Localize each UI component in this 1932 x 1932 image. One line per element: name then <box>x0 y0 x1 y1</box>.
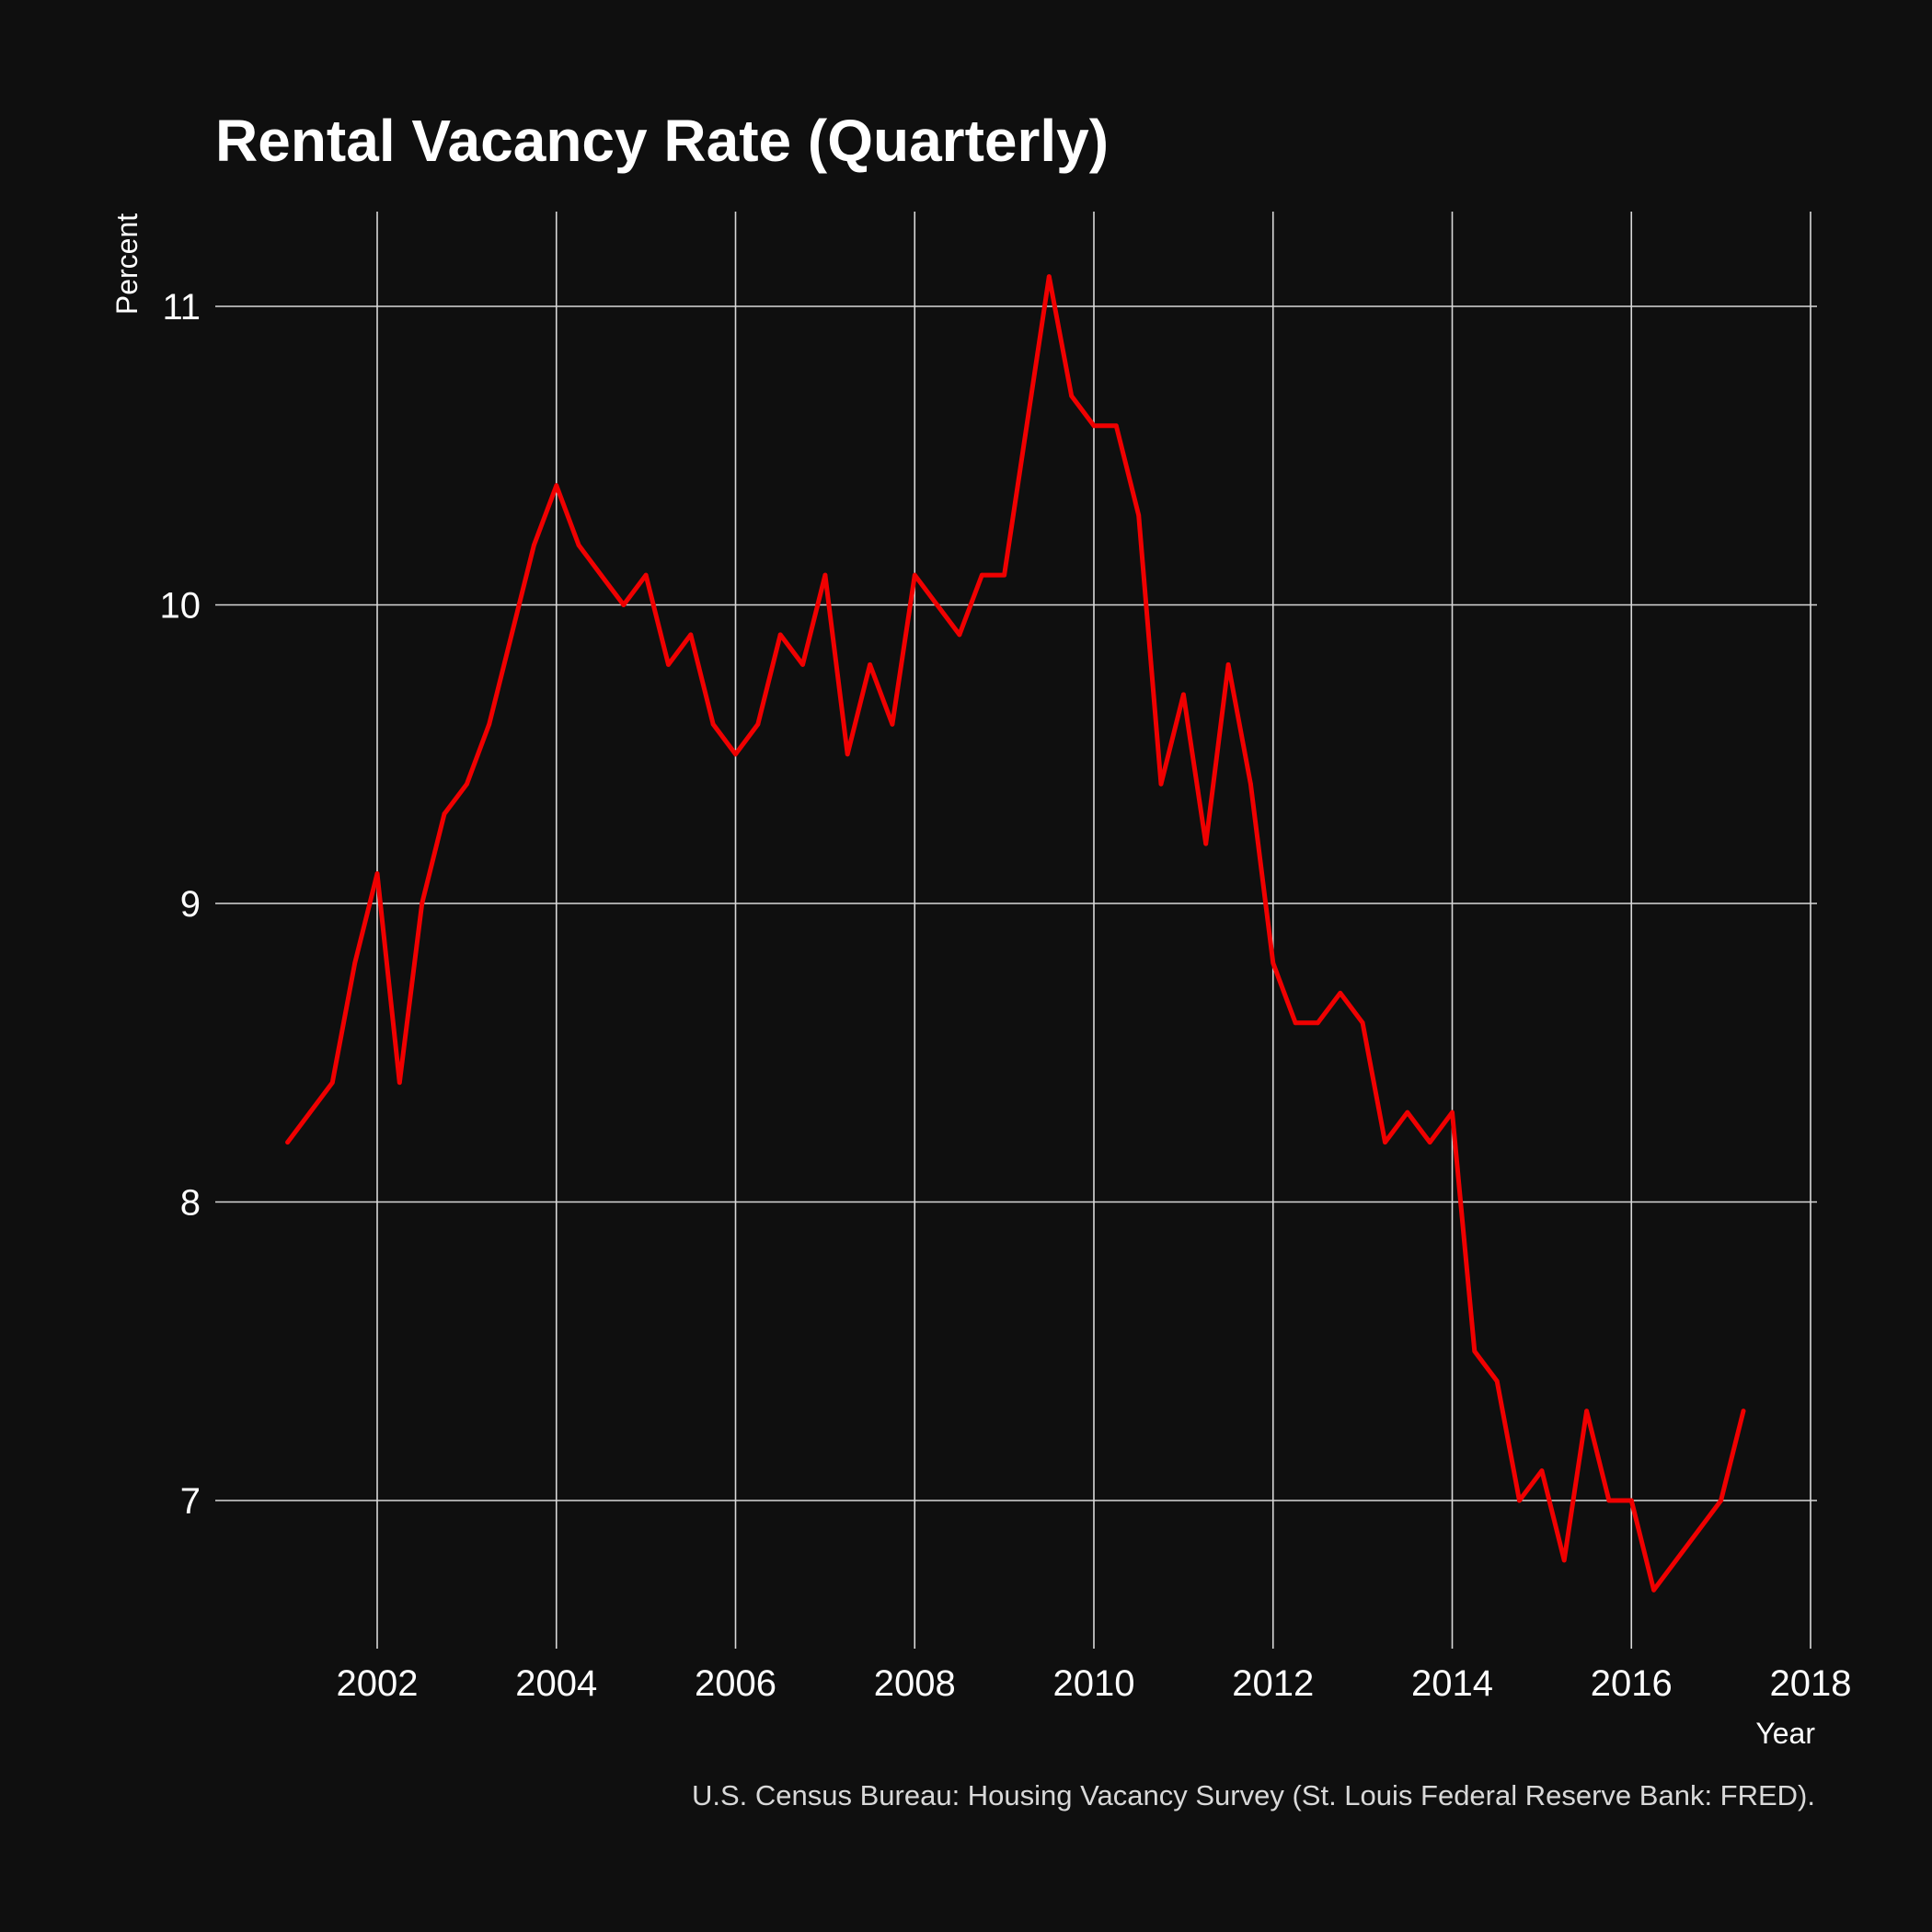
data-point <box>1293 1020 1298 1026</box>
y-tick-label-10: 10 <box>160 586 201 627</box>
data-point <box>532 543 536 547</box>
data-point <box>777 632 783 638</box>
data-point <box>599 572 604 578</box>
data-point <box>1383 1140 1387 1144</box>
data-point <box>1427 1140 1432 1144</box>
y-tick-label-11: 11 <box>162 287 201 328</box>
data-point <box>643 572 649 578</box>
data-point <box>442 811 447 816</box>
x-tick-label-2004: 2004 <box>515 1663 597 1704</box>
data-point <box>822 572 828 578</box>
series-line-0 <box>285 274 1746 1593</box>
data-point <box>1517 1498 1522 1503</box>
data-point <box>465 781 469 787</box>
data-point <box>1584 1409 1589 1414</box>
data-point <box>912 572 917 578</box>
data-point <box>733 752 738 757</box>
data-point <box>1673 1558 1679 1563</box>
data-point <box>890 721 895 727</box>
x-tick-label-2002: 2002 <box>337 1663 419 1704</box>
data-point <box>509 632 514 638</box>
data-point <box>1225 662 1231 667</box>
data-point <box>800 662 805 667</box>
y-tick-label-8: 8 <box>180 1183 201 1224</box>
data-point <box>329 1080 335 1086</box>
data-point <box>1046 274 1052 279</box>
data-point <box>1181 692 1186 697</box>
data-point <box>374 871 380 876</box>
x-tick-label-2018: 2018 <box>1770 1663 1852 1704</box>
y-tick-label-9: 9 <box>180 884 201 925</box>
data-point <box>1405 1110 1410 1115</box>
x-tick-label-2006: 2006 <box>695 1663 776 1704</box>
data-point <box>1113 423 1119 429</box>
x-tick-label-2010: 2010 <box>1053 1663 1135 1704</box>
y-axis-ticks: 7 8 9 10 11 <box>160 287 201 1522</box>
data-point <box>1203 841 1209 846</box>
data-point <box>1561 1558 1567 1563</box>
data-point <box>1248 781 1253 787</box>
data-point <box>868 662 872 667</box>
data-point <box>845 752 850 757</box>
x-tick-label-2016: 2016 <box>1591 1663 1673 1704</box>
data-point <box>1472 1349 1478 1354</box>
data-point <box>688 632 694 638</box>
data-point <box>576 543 581 547</box>
source-caption: U.S. Census Bureau: Housing Vacancy Surv… <box>692 1779 1815 1811</box>
y-tick-label-7: 7 <box>180 1481 201 1522</box>
data-point <box>979 572 984 578</box>
data-point <box>1338 991 1343 995</box>
x-tick-label-2012: 2012 <box>1232 1663 1314 1704</box>
data-point <box>1136 512 1142 518</box>
data-point <box>487 721 492 727</box>
data-point <box>1539 1468 1545 1473</box>
y-axis-title: Percent <box>110 213 144 315</box>
grid <box>215 212 1817 1649</box>
data-point <box>1158 781 1164 787</box>
data-point <box>1091 423 1097 429</box>
data-point <box>1450 1110 1455 1115</box>
x-axis-title: Year <box>1755 1717 1815 1750</box>
data-point <box>1271 960 1276 966</box>
chart-title: Rental Vacancy Rate (Quarterly) <box>215 108 1109 174</box>
data-point <box>621 603 627 607</box>
data-point <box>1024 423 1029 429</box>
x-axis-ticks: 2002 2004 2006 2008 2010 2012 2014 2016 2018 <box>337 1663 1852 1704</box>
data-point <box>957 632 962 638</box>
series-layer <box>285 274 1746 1593</box>
data-point <box>666 662 671 667</box>
data-point <box>1069 394 1075 398</box>
data-point <box>1494 1378 1500 1384</box>
data-point <box>935 603 939 607</box>
data-point <box>755 721 761 727</box>
data-point <box>352 960 358 966</box>
data-point <box>420 901 425 906</box>
data-point <box>554 483 559 489</box>
data-point <box>1651 1587 1656 1593</box>
data-point <box>397 1080 402 1086</box>
data-point <box>1696 1528 1701 1533</box>
data-point <box>285 1140 290 1144</box>
data-point <box>1606 1498 1612 1503</box>
data-point <box>1360 1020 1365 1026</box>
data-point <box>1316 1020 1320 1026</box>
data-point <box>1002 572 1006 578</box>
data-point <box>1719 1498 1723 1503</box>
x-tick-label-2008: 2008 <box>874 1663 956 1704</box>
data-point <box>307 1110 313 1115</box>
data-point <box>710 721 716 727</box>
data-point <box>1628 1498 1634 1503</box>
x-tick-label-2014: 2014 <box>1411 1663 1493 1704</box>
data-point <box>1741 1409 1746 1414</box>
